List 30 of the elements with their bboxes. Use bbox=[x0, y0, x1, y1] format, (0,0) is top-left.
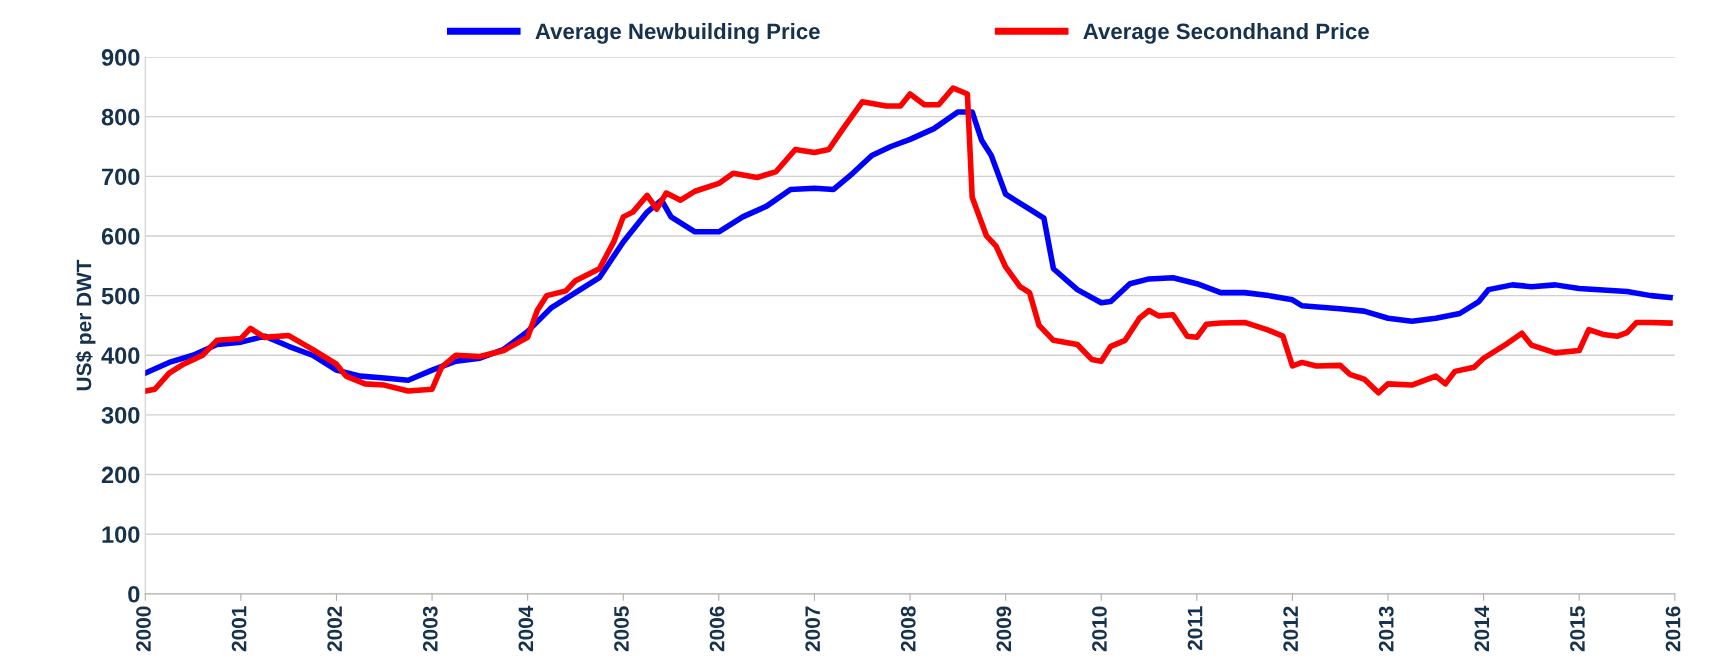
x-tick-label: 2016 bbox=[1665, 606, 1681, 652]
x-tick-label: 2012 bbox=[1283, 606, 1299, 652]
x-tick-label: 2004 bbox=[518, 605, 534, 652]
y-tick-label: 0 bbox=[128, 585, 140, 603]
x-tick-label: 2007 bbox=[805, 606, 821, 652]
y-tick-label: 600 bbox=[101, 228, 140, 245]
y-tick-label: 800 bbox=[101, 108, 140, 126]
x-tick-label: 2013 bbox=[1378, 606, 1394, 652]
x-tick-label: 2002 bbox=[327, 606, 343, 652]
y-axis-title: US$ per DWT bbox=[75, 259, 96, 391]
x-tick-label: 2010 bbox=[1092, 606, 1107, 652]
x-tick-label: 2000 bbox=[136, 606, 151, 652]
x-tick-label: 2003 bbox=[422, 606, 438, 652]
y-tick-label: 400 bbox=[101, 347, 140, 365]
x-tick-label: 2001 bbox=[231, 606, 247, 652]
y-tick-label: 200 bbox=[101, 466, 140, 484]
y-tick-label: 300 bbox=[101, 406, 140, 424]
legend-label: Average Secondhand Price bbox=[1083, 22, 1369, 44]
y-tick-label: 100 bbox=[102, 526, 140, 543]
y-tick-label: 900 bbox=[101, 49, 140, 66]
x-tick-label: 2011 bbox=[1187, 606, 1203, 651]
x-tick-label: 2015 bbox=[1570, 606, 1585, 652]
x-tick-label: 2009 bbox=[996, 606, 1012, 652]
x-tick-label: 2008 bbox=[900, 606, 916, 652]
y-tick-label: 500 bbox=[101, 287, 140, 305]
x-tick-label: 2006 bbox=[709, 606, 725, 652]
y-tick-label: 700 bbox=[102, 168, 140, 186]
x-tick-label: 2005 bbox=[614, 606, 629, 652]
legend-label: Average Newbuilding Price bbox=[535, 22, 820, 44]
x-tick-label: 2014 bbox=[1474, 605, 1490, 652]
